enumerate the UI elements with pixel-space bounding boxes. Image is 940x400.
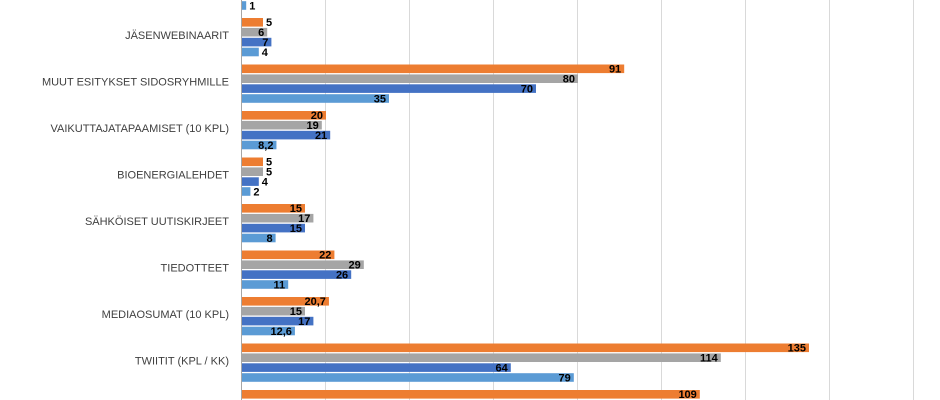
data-label: 1 [249, 0, 255, 12]
bar [242, 280, 289, 289]
bar [242, 94, 389, 103]
bar [242, 177, 259, 186]
category-label: MEDIAOSUMAT (10 KPL) [102, 309, 229, 321]
bar [242, 390, 700, 399]
data-label: 15 [290, 223, 302, 235]
bar [242, 223, 305, 233]
data-label: 26 [336, 269, 348, 281]
data-label: 91 [609, 64, 621, 76]
bar [242, 84, 536, 93]
data-label: 4 [262, 47, 269, 59]
category-label: VAIKUTTAJATAPAAMISET (10 KPL) [51, 123, 230, 135]
data-label: 17 [298, 213, 310, 225]
bar [242, 250, 335, 260]
data-label: 20,7 [305, 296, 326, 308]
bar [242, 167, 263, 176]
bar [242, 204, 305, 213]
category-label: MUUT ESITYKSET SIDOSRYHMILLE [42, 76, 229, 88]
bar [242, 130, 331, 140]
data-label: 5 [266, 157, 272, 169]
bar [242, 316, 314, 326]
bar [242, 120, 322, 130]
data-label: 4 [262, 176, 269, 188]
bar [242, 343, 809, 353]
bar [242, 270, 352, 279]
data-label: 11 [274, 279, 286, 291]
bar [242, 306, 305, 316]
category-label: TWIITIT (KPL / KK) [135, 355, 229, 367]
data-label: 22 [319, 250, 331, 262]
data-label: 70 [521, 83, 533, 95]
bar [242, 373, 574, 382]
data-label: 8,2 [258, 140, 273, 152]
data-label: 7 [262, 37, 268, 49]
data-label: 2 [253, 186, 259, 198]
data-label: 20 [311, 110, 323, 122]
bar [242, 27, 268, 37]
category-labels: JÄSENWEBINAARIT MUUT ESITYKSET SIDOSRYHMI… [42, 30, 229, 368]
bar [242, 363, 511, 372]
bar [242, 1, 247, 10]
bar [242, 326, 295, 336]
data-label: 35 [374, 93, 386, 105]
data-label: 80 [563, 74, 575, 86]
category-label: SÄHKÖISET UUTISKIRJEET [85, 216, 229, 228]
bar [242, 64, 625, 74]
data-label: 109 [678, 389, 696, 400]
bar [242, 213, 314, 223]
category-label: JÄSENWEBINAARIT [125, 30, 229, 42]
data-label: 8 [266, 233, 272, 245]
gridlines [325, 0, 914, 400]
data-label: 17 [298, 316, 310, 328]
category-label: TIEDOTTEET [161, 262, 230, 274]
bar [242, 233, 276, 243]
data-label: 5 [266, 17, 272, 29]
category-label: BIOENERGIALEHDET [117, 169, 229, 181]
data-label: 79 [559, 372, 571, 384]
bar [242, 74, 578, 83]
data-label: 21 [315, 130, 327, 142]
data-label: 29 [349, 260, 361, 272]
bars [242, 1, 809, 399]
bar [242, 157, 263, 167]
data-label: 5 [266, 167, 272, 179]
data-label: 15 [290, 306, 302, 318]
data-label: 6 [258, 27, 264, 39]
bar [242, 37, 272, 47]
data-label: 64 [496, 362, 509, 374]
data-label: 114 [700, 353, 719, 365]
bar [242, 18, 263, 27]
data-labels: 15674918070352019218,2554215171582229261… [249, 0, 806, 400]
data-label: 12,6 [270, 326, 291, 338]
bar [242, 47, 259, 57]
data-label: 135 [788, 343, 806, 355]
bar [242, 297, 329, 306]
bar [242, 187, 251, 196]
bar [242, 111, 326, 120]
bar [242, 353, 721, 362]
bar [242, 140, 277, 150]
data-label: 15 [290, 203, 302, 215]
bar [242, 260, 364, 269]
data-label: 19 [307, 120, 319, 132]
